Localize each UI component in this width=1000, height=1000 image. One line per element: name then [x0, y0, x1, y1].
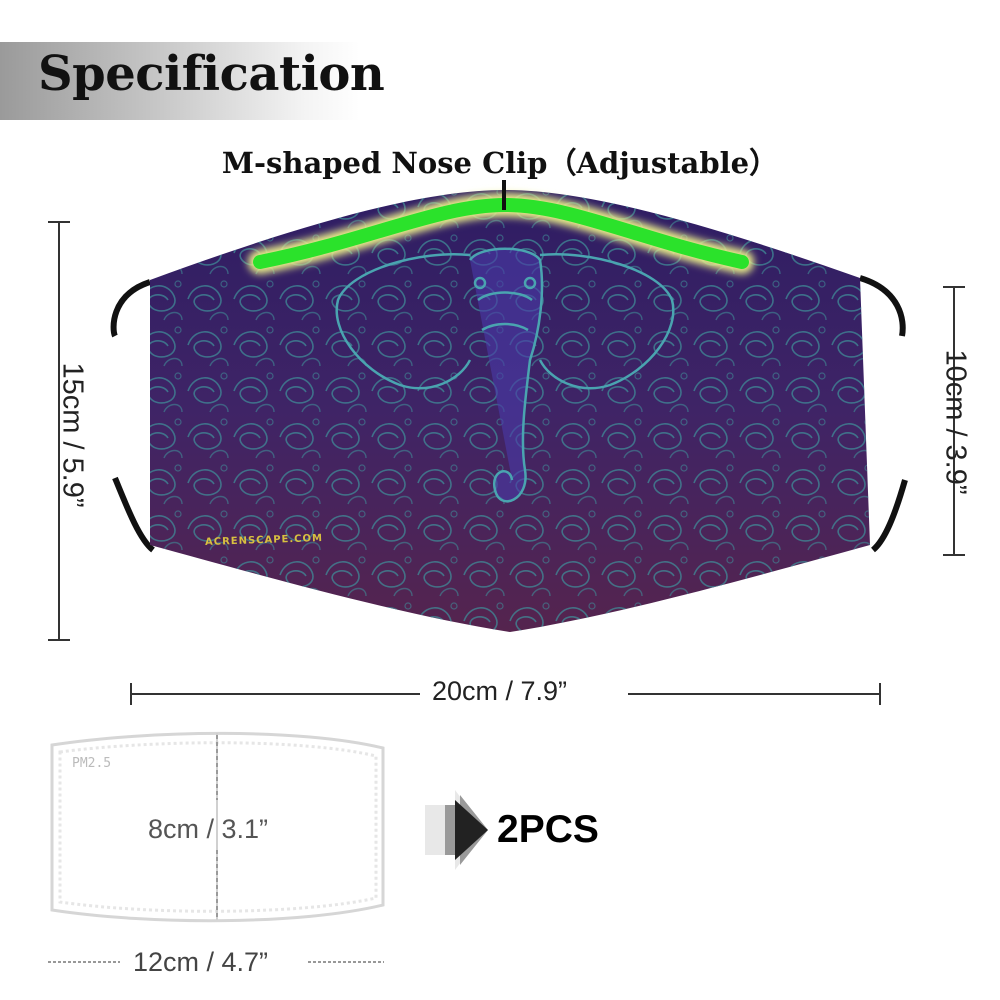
filter-pm-label: PM2.5	[72, 756, 112, 771]
quantity-label: 2PCS	[497, 808, 599, 851]
filter-width-label: 12cm / 4.7”	[133, 947, 269, 977]
title-banner	[0, 42, 360, 120]
arrow-right-icon	[425, 790, 488, 870]
left-ear-loop-bottom	[112, 476, 156, 553]
mask-side-height-label: 10cm / 3.9”	[939, 349, 972, 495]
right-ear-loop	[859, 275, 906, 337]
mask-height-label: 15cm / 5.9”	[56, 362, 89, 508]
left-ear-loop	[110, 279, 152, 338]
mask-width-label: 20cm / 7.9”	[432, 676, 568, 706]
filter-height-label: 8cm / 3.1”	[148, 814, 269, 844]
page-title: Specification	[38, 46, 385, 102]
nose-clip-label: M-shaped Nose Clip（Adjustable）	[221, 146, 779, 180]
right-ear-loop-bottom	[870, 479, 908, 553]
elephant-icon	[335, 247, 675, 503]
